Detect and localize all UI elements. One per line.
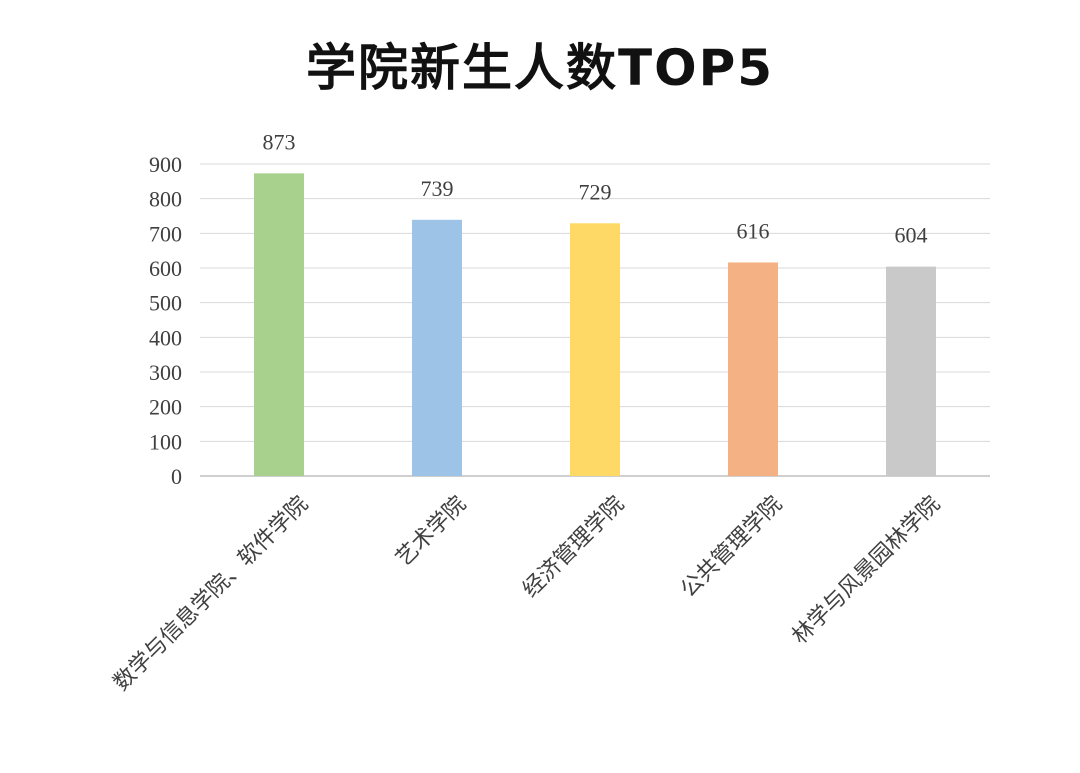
data-label: 873 — [263, 129, 296, 154]
bar — [412, 219, 462, 476]
y-axis-ticks: 0 100 200 300 400 500 600 700 800 900 — [149, 152, 182, 489]
bar — [570, 223, 620, 476]
bar — [728, 262, 778, 476]
category-label: 林学与风景园林学院 — [788, 492, 946, 650]
y-tick-label: 100 — [149, 429, 182, 454]
category-label: 艺术学院 — [391, 492, 471, 572]
bar — [886, 266, 936, 476]
y-tick-label: 400 — [149, 325, 182, 350]
y-tick-label: 200 — [149, 395, 182, 420]
bar — [254, 173, 304, 477]
y-tick-label: 300 — [149, 360, 182, 385]
data-label: 739 — [421, 176, 454, 201]
data-label: 616 — [737, 218, 770, 243]
y-tick-label: 700 — [149, 221, 182, 246]
data-label: 604 — [895, 223, 928, 248]
x-axis-labels: 数学与信息学院、软件学院 艺术学院 经济管理学院 公共管理学院 林学与风景园林学院 — [109, 492, 945, 696]
bars — [254, 173, 936, 477]
y-tick-label: 600 — [149, 256, 182, 281]
data-label: 729 — [579, 179, 612, 204]
chart-title: 学院新生人数TOP5 — [305, 39, 775, 97]
data-labels: 873 739 729 616 604 — [263, 129, 928, 247]
y-tick-label: 500 — [149, 291, 182, 316]
category-label: 数学与信息学院、软件学院 — [109, 492, 313, 696]
category-label: 公共管理学院 — [676, 492, 787, 603]
y-tick-label: 900 — [149, 152, 182, 177]
y-tick-label: 0 — [171, 464, 182, 489]
category-label: 经济管理学院 — [518, 492, 629, 603]
y-tick-label: 800 — [149, 187, 182, 212]
